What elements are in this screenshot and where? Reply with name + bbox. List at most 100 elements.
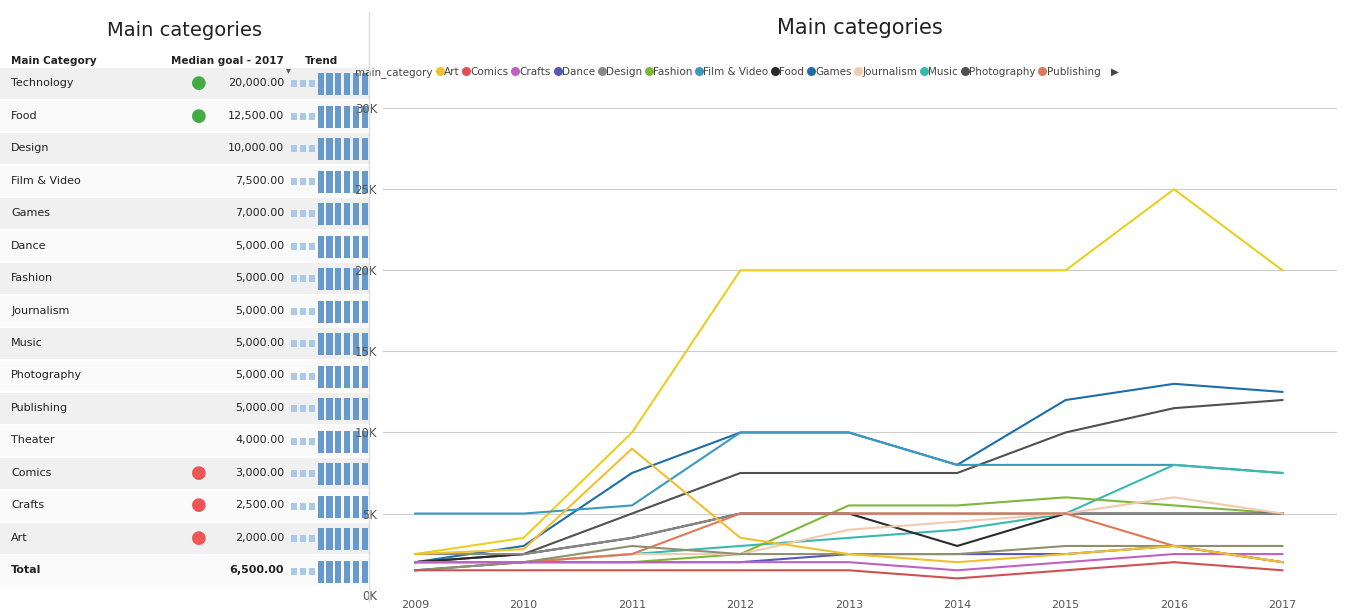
Bar bbox=[335, 139, 342, 161]
Text: ●: ● bbox=[191, 464, 208, 482]
Bar bbox=[300, 470, 307, 477]
Bar bbox=[343, 561, 350, 583]
Text: 12,500.00: 12,500.00 bbox=[228, 110, 284, 121]
Bar bbox=[0, 458, 369, 489]
Bar bbox=[353, 236, 360, 258]
Bar bbox=[335, 528, 342, 550]
Bar bbox=[343, 366, 350, 388]
Bar bbox=[0, 555, 369, 586]
Text: 7,500.00: 7,500.00 bbox=[235, 175, 284, 186]
Bar bbox=[361, 106, 368, 128]
Bar bbox=[308, 568, 315, 574]
Bar bbox=[300, 405, 307, 412]
Bar bbox=[343, 398, 350, 421]
Bar bbox=[353, 74, 360, 96]
Bar bbox=[326, 236, 332, 258]
Bar bbox=[290, 470, 297, 477]
Bar bbox=[318, 74, 324, 96]
Bar bbox=[0, 166, 369, 196]
Bar bbox=[353, 431, 360, 453]
Bar bbox=[361, 398, 368, 421]
Bar bbox=[290, 178, 297, 185]
Text: Theater: Theater bbox=[11, 435, 54, 446]
Bar bbox=[361, 171, 368, 193]
Bar bbox=[353, 333, 360, 356]
Bar bbox=[308, 145, 315, 152]
Text: ●: ● bbox=[191, 529, 208, 547]
Bar bbox=[290, 243, 297, 249]
Bar bbox=[343, 268, 350, 291]
Bar bbox=[318, 333, 324, 356]
Text: Music: Music bbox=[11, 338, 43, 348]
Text: 7,000.00: 7,000.00 bbox=[235, 208, 284, 218]
Bar bbox=[343, 496, 350, 518]
Text: 2,000.00: 2,000.00 bbox=[235, 533, 284, 543]
Text: Main Category: Main Category bbox=[11, 56, 96, 66]
Bar bbox=[318, 431, 324, 453]
Bar bbox=[300, 308, 307, 314]
Bar bbox=[326, 74, 332, 96]
Bar bbox=[343, 431, 350, 453]
Bar bbox=[343, 333, 350, 356]
Bar bbox=[0, 490, 369, 521]
Bar bbox=[326, 139, 332, 161]
Text: Main categories: Main categories bbox=[776, 18, 943, 39]
Bar bbox=[318, 268, 324, 291]
Bar bbox=[361, 74, 368, 96]
Bar bbox=[335, 301, 342, 323]
Bar bbox=[335, 333, 342, 356]
Bar bbox=[290, 373, 297, 379]
Bar bbox=[318, 139, 324, 161]
Bar bbox=[308, 405, 315, 412]
Bar bbox=[361, 463, 368, 485]
Bar bbox=[343, 106, 350, 128]
Bar bbox=[353, 496, 360, 518]
Bar bbox=[326, 204, 332, 226]
Text: ●: ● bbox=[191, 497, 208, 514]
Bar bbox=[326, 398, 332, 421]
Bar bbox=[300, 178, 307, 185]
Bar bbox=[290, 113, 297, 120]
Bar bbox=[290, 503, 297, 509]
Bar bbox=[0, 230, 369, 261]
Bar bbox=[300, 503, 307, 509]
Bar bbox=[361, 236, 368, 258]
Bar bbox=[353, 561, 360, 583]
Bar bbox=[308, 210, 315, 217]
Bar bbox=[335, 171, 342, 193]
Bar bbox=[353, 204, 360, 226]
Text: 5,000.00: 5,000.00 bbox=[235, 370, 284, 381]
Legend: main_category, Art, Comics, Crafts, Dance, Design, Fashion, Film & Video, Food, : main_category, Art, Comics, Crafts, Danc… bbox=[345, 63, 1124, 82]
Bar bbox=[335, 268, 342, 291]
Text: Total: Total bbox=[11, 565, 42, 576]
Bar bbox=[318, 301, 324, 323]
Bar bbox=[308, 503, 315, 509]
Bar bbox=[343, 171, 350, 193]
Bar bbox=[308, 535, 315, 542]
Bar bbox=[300, 535, 307, 542]
Bar bbox=[290, 275, 297, 282]
Bar bbox=[308, 308, 315, 314]
Bar bbox=[290, 535, 297, 542]
Bar bbox=[300, 275, 307, 282]
Text: 4,000.00: 4,000.00 bbox=[235, 435, 284, 446]
Bar bbox=[308, 470, 315, 477]
Text: Art: Art bbox=[11, 533, 27, 543]
Bar bbox=[300, 438, 307, 444]
Bar bbox=[0, 360, 369, 391]
Text: 10,000.00: 10,000.00 bbox=[228, 143, 284, 153]
Bar bbox=[308, 243, 315, 249]
Bar bbox=[290, 210, 297, 217]
Bar bbox=[335, 561, 342, 583]
Bar bbox=[0, 68, 369, 99]
Bar bbox=[353, 528, 360, 550]
Text: Comics: Comics bbox=[11, 468, 52, 478]
Text: Technology: Technology bbox=[11, 78, 73, 88]
Text: Photography: Photography bbox=[11, 370, 83, 381]
Bar bbox=[361, 561, 368, 583]
Bar bbox=[318, 171, 324, 193]
Text: Design: Design bbox=[11, 143, 50, 153]
Bar bbox=[318, 528, 324, 550]
Text: 5,000.00: 5,000.00 bbox=[235, 305, 284, 316]
Bar bbox=[335, 496, 342, 518]
